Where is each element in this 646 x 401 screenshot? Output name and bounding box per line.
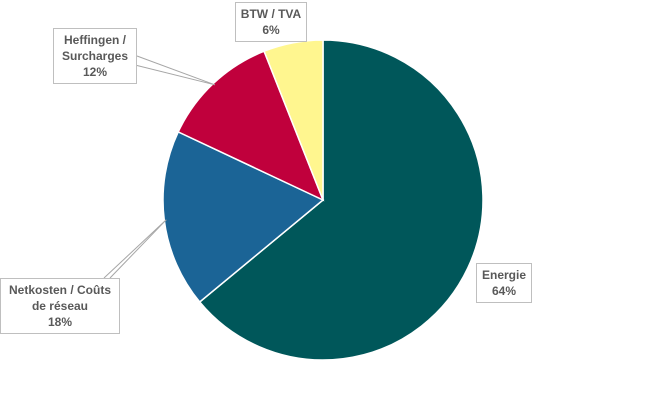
pie-slice (198, 39, 484, 361)
category-label: BTW / TVA (240, 7, 302, 21)
leader-line (103, 219, 167, 279)
leader-line (130, 63, 215, 86)
category-label: Energie (481, 268, 526, 282)
leader-line (136, 55, 216, 86)
pie-slice (263, 39, 324, 201)
value-label: 12% (82, 65, 108, 79)
category-label: Netkosten / Coûts de réseau (8, 283, 111, 313)
category-label: Heffingen / Surcharges (61, 33, 129, 63)
value-label: 18% (47, 315, 73, 329)
pie-slice (177, 50, 325, 202)
data-label: Netkosten / Coûts de réseau 18% (0, 278, 120, 334)
data-label: Heffingen / Surcharges 12% (53, 28, 137, 84)
data-label: Energie 64% (476, 263, 532, 303)
leader-line (109, 219, 167, 279)
data-label: BTW / TVA 6% (235, 2, 307, 42)
value-label: 64% (491, 284, 517, 298)
value-label: 6% (262, 23, 280, 37)
pie-slice (162, 130, 325, 304)
